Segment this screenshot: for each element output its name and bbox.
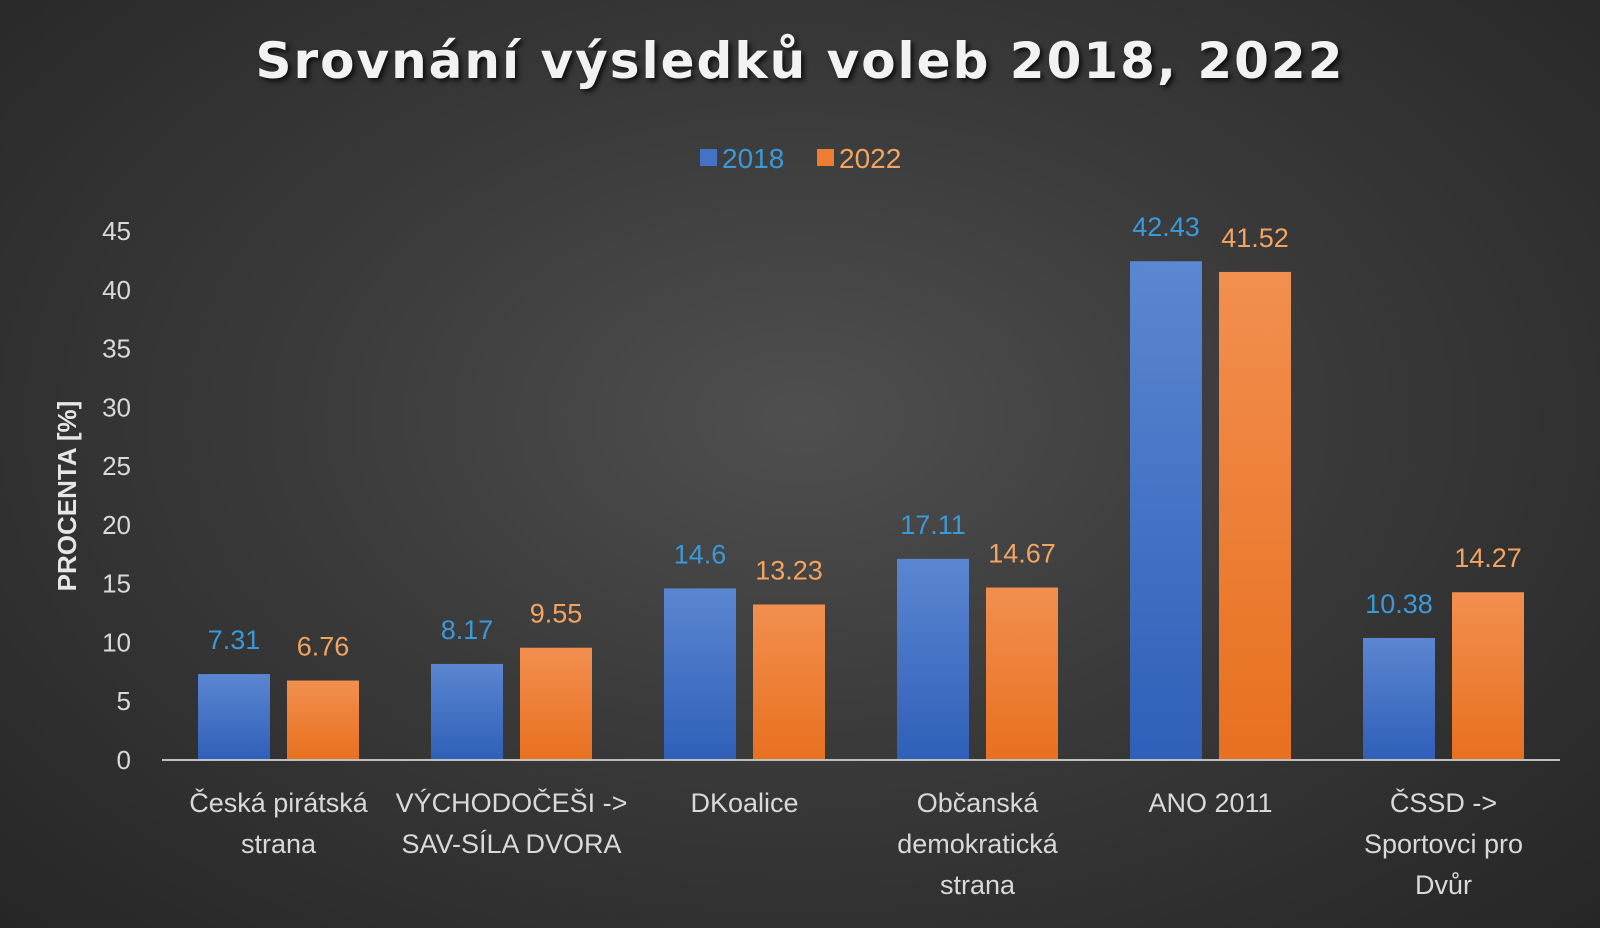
data-label-2022: 6.76 bbox=[297, 632, 350, 662]
y-tick-label: 15 bbox=[102, 569, 131, 599]
x-tick-label: VÝCHODOČEŠI -> SAV-SÍLA DVORA bbox=[396, 787, 628, 859]
legend-label-2018: 2018 bbox=[722, 143, 784, 174]
bar-2022 bbox=[1452, 592, 1524, 760]
legend-swatch-2022 bbox=[817, 149, 834, 166]
x-tick-label: ANO 2011 bbox=[1148, 788, 1272, 818]
bar-2018 bbox=[664, 588, 736, 760]
y-tick-label: 20 bbox=[102, 510, 131, 540]
bars: 7.31 6.76 8.17 9.55 14.6 13.23 17.11 14.67 42.43… bbox=[198, 212, 1524, 760]
y-axis-title: PROCENTA [%] bbox=[52, 401, 82, 592]
data-label-2018: 7.31 bbox=[208, 625, 261, 655]
data-label-2018: 17.11 bbox=[900, 510, 966, 540]
bar-2022 bbox=[986, 587, 1058, 760]
legend-label-2022: 2022 bbox=[839, 143, 901, 174]
bar-2022 bbox=[287, 680, 359, 760]
x-tick-label: DKoalice bbox=[690, 788, 798, 818]
bar-2018 bbox=[897, 558, 969, 760]
x-tick-label: Česká pirátská strana bbox=[189, 787, 369, 859]
data-label-2022: 14.27 bbox=[1454, 543, 1522, 573]
y-tick-label: 5 bbox=[117, 686, 131, 716]
data-label-2018: 14.6 bbox=[674, 539, 727, 569]
bar-2022 bbox=[520, 647, 592, 760]
chart-title: Srovnání výsledků voleb 2018, 2022 bbox=[255, 32, 1345, 90]
y-tick-label: 0 bbox=[117, 745, 131, 775]
y-tick-label: 10 bbox=[102, 627, 131, 657]
y-tick-label: 40 bbox=[102, 275, 131, 305]
data-label-2022: 14.67 bbox=[988, 539, 1056, 569]
data-label-2018: 10.38 bbox=[1365, 589, 1433, 619]
bar-2018 bbox=[431, 663, 503, 760]
data-label-2018: 8.17 bbox=[441, 615, 494, 645]
bar-2022 bbox=[753, 604, 825, 760]
y-tick-label: 45 bbox=[102, 216, 131, 246]
legend: 2018 2022 bbox=[700, 143, 901, 174]
y-axis: 0 5 10 15 20 25 30 35 40 45 PROCENTA [%] bbox=[52, 216, 131, 775]
data-label-2018: 42.43 bbox=[1132, 212, 1200, 242]
bar-2018 bbox=[198, 674, 270, 760]
legend-swatch-2018 bbox=[700, 149, 717, 166]
x-tick-label: Občanská demokratická strana bbox=[897, 788, 1059, 900]
bar-2018 bbox=[1130, 261, 1202, 760]
y-tick-label: 35 bbox=[102, 334, 131, 364]
x-tick-label: ČSSD -> Sportovci pro Dvůr bbox=[1364, 787, 1523, 900]
y-tick-label: 25 bbox=[102, 451, 131, 481]
bar-2018 bbox=[1363, 637, 1435, 760]
data-label-2022: 13.23 bbox=[755, 555, 823, 585]
data-label-2022: 41.52 bbox=[1221, 223, 1289, 253]
data-label-2022: 9.55 bbox=[530, 599, 583, 629]
bar-2022 bbox=[1219, 271, 1291, 760]
y-tick-label: 30 bbox=[102, 392, 131, 422]
x-axis: Česká pirátská strana VÝCHODOČEŠI -> SAV-SÍ… bbox=[162, 759, 1560, 900]
